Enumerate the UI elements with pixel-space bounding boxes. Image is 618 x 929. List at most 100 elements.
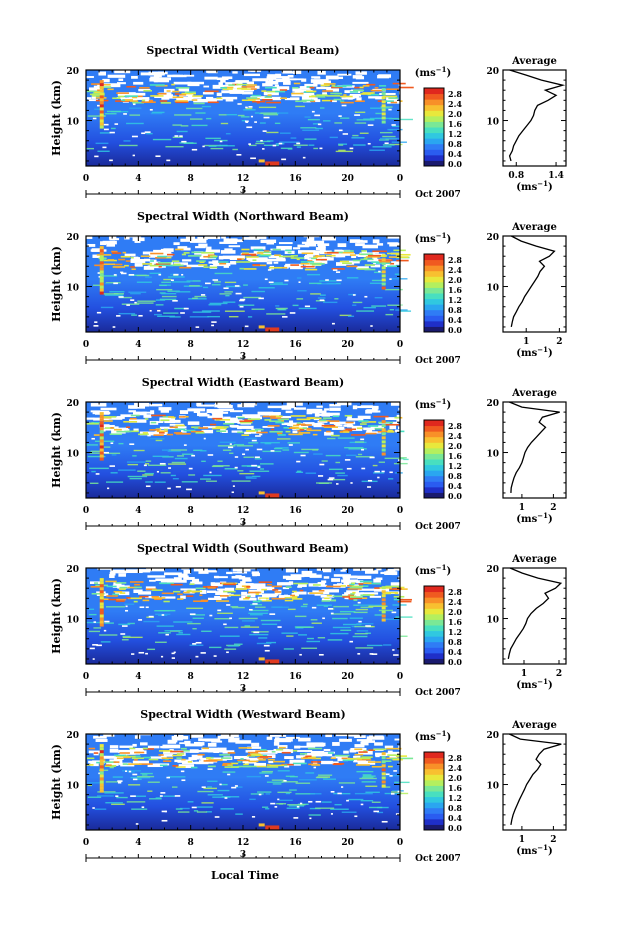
colorbar-tick-label: 0.0: [448, 823, 462, 833]
colorbar-tick-label: 2.8: [448, 421, 462, 431]
average-y-tick-label: 20: [486, 565, 499, 575]
x-tick-label: 0: [397, 672, 403, 682]
average-x-tick-label: 1: [523, 337, 529, 347]
average-line: [509, 733, 562, 826]
panel-1: Spectral Width (Vertical Beam)2010Height…: [50, 44, 567, 200]
y-tick-label: 10: [66, 782, 79, 792]
x-tick-label: 0: [397, 340, 403, 350]
panel-title: Spectral Width (Eastward Beam): [142, 376, 344, 389]
colorbar-tick-label: 2.4: [448, 763, 462, 773]
average-line: [507, 567, 563, 660]
x-tick-label: 16: [289, 838, 302, 848]
panel-title: Spectral Width (Vertical Beam): [146, 44, 339, 57]
x-tick-label: 12: [237, 174, 250, 184]
x-tick-label: 12: [237, 506, 250, 516]
x-tick-label: 16: [289, 506, 302, 516]
average-y-tick-label: 20: [486, 731, 499, 741]
colorbar-tick-label: 0.4: [448, 481, 462, 491]
colorbar-unit: (ms−1): [415, 563, 451, 577]
x-tick-label: 0: [397, 174, 403, 184]
x-tick-label: 4: [135, 838, 141, 848]
heatmap-texture: [86, 69, 414, 166]
colorbar-tick-label: 0.4: [448, 315, 462, 325]
colorbar-tick-label: 0.0: [448, 491, 462, 501]
average-y-tick-label: 10: [486, 450, 499, 460]
colorbar-tick-label: 0.4: [448, 149, 462, 159]
heatmap-texture: [86, 234, 412, 332]
average-y-tick-label: 10: [486, 118, 499, 128]
colorbar: [423, 87, 445, 167]
colorbar-tick-label: 0.4: [448, 813, 462, 823]
colorbar-tick-label: 0.0: [448, 159, 462, 169]
x-tick-label: 0: [397, 838, 403, 848]
average-x-tick-label: 2: [556, 337, 562, 347]
colorbar-tick-label: 1.6: [448, 451, 462, 461]
colorbar-unit: (ms−1): [415, 397, 451, 411]
average-title: Average: [511, 720, 557, 731]
y-tick-label: 10: [66, 284, 79, 294]
panel-3: Spectral Width (Eastward Beam)2010Height…: [50, 376, 567, 532]
colorbar-unit: (ms−1): [415, 231, 451, 245]
average-x-tick-label: 1.4: [548, 171, 564, 181]
x-tick-label: 0: [83, 506, 89, 516]
average-x-tick-label: 2: [550, 503, 556, 513]
average-y-tick-label: 20: [486, 233, 499, 243]
average-x-tick-label: 2: [550, 835, 556, 845]
average-unit: (ms−1): [516, 511, 552, 525]
average-x-tick-label: 2: [556, 669, 562, 679]
y-axis-label: Height (km): [50, 80, 63, 156]
day-label: 3: [240, 684, 246, 694]
colorbar-tick-label: 1.6: [448, 783, 462, 793]
colorbar-tick-label: 1.6: [448, 119, 462, 129]
x-tick-label: 0: [83, 174, 89, 184]
y-tick-label: 10: [66, 118, 79, 128]
average-line: [510, 235, 556, 328]
y-tick-label: 20: [66, 399, 79, 409]
y-tick-label: 10: [66, 450, 79, 460]
x-tick-label: 16: [289, 174, 302, 184]
panel-title: Spectral Width (Westward Beam): [140, 708, 345, 721]
colorbar: [423, 751, 445, 831]
heatmap-texture: [86, 733, 416, 830]
colorbar-tick-label: 1.2: [448, 627, 462, 637]
average-title: Average: [511, 222, 557, 233]
x-tick-label: 8: [188, 174, 194, 184]
x-tick-label: 4: [135, 174, 141, 184]
average-line: [509, 401, 560, 493]
x-tick-label: 20: [341, 506, 354, 516]
y-axis-label: Height (km): [50, 246, 63, 322]
colorbar-tick-label: 0.0: [448, 325, 462, 335]
colorbar-tick-label: 2.4: [448, 99, 462, 109]
x-tick-label: 8: [188, 838, 194, 848]
colorbar-tick-label: 2.8: [448, 89, 462, 99]
colorbar-tick-label: 0.0: [448, 657, 462, 667]
average-x-tick-label: 1: [519, 503, 525, 513]
x-tick-label: 20: [341, 340, 354, 350]
x-tick-label: 0: [83, 838, 89, 848]
colorbar-tick-label: 2.0: [448, 607, 462, 617]
date-label: Oct 2007: [415, 854, 461, 864]
average-y-tick-label: 10: [486, 616, 499, 626]
y-axis-label: Height (km): [50, 412, 63, 488]
colorbar-tick-label: 0.8: [448, 637, 462, 647]
day-label: 3: [240, 518, 246, 528]
colorbar-tick-label: 2.4: [448, 431, 462, 441]
x-tick-label: 20: [341, 672, 354, 682]
colorbar-tick-label: 0.8: [448, 471, 462, 481]
colorbar-tick-label: 2.0: [448, 441, 462, 451]
x-tick-label: 4: [135, 672, 141, 682]
day-label: 3: [240, 352, 246, 362]
x-tick-label: 12: [237, 838, 250, 848]
colorbar-tick-label: 1.2: [448, 129, 462, 139]
average-y-tick-label: 10: [486, 284, 499, 294]
x-tick-label: 0: [83, 672, 89, 682]
colorbar-tick-label: 0.8: [448, 139, 462, 149]
x-tick-label: 8: [188, 672, 194, 682]
colorbar-tick-label: 1.2: [448, 295, 462, 305]
colorbar-tick-label: 2.8: [448, 255, 462, 265]
colorbar: [423, 419, 445, 499]
panel-4: Spectral Width (Southward Beam)2010Heigh…: [50, 542, 567, 698]
average-unit: (ms−1): [516, 843, 552, 857]
